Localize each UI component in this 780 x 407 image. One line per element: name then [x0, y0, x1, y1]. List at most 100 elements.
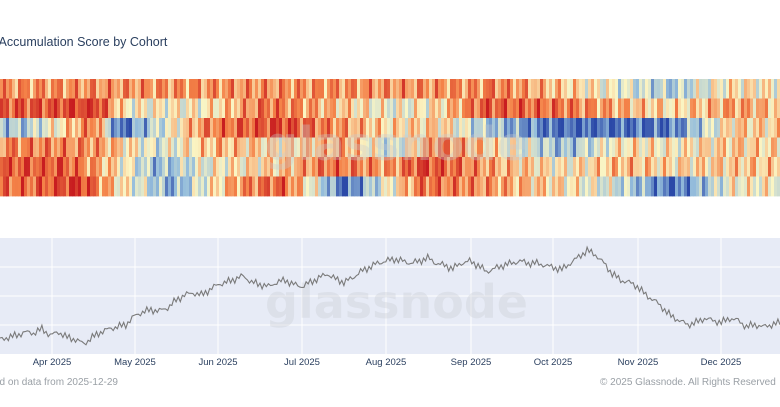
heatmap-cell	[717, 157, 721, 177]
heatmap-cell	[300, 176, 304, 197]
heatmap-cell	[324, 79, 328, 99]
heatmap-cell	[486, 176, 490, 197]
heatmap-cell	[567, 79, 571, 99]
heatmap-cell	[600, 157, 604, 177]
heatmap-cell	[255, 157, 259, 177]
heatmap-cell	[111, 157, 115, 177]
heatmap-cell	[732, 176, 736, 197]
heatmap-cell	[579, 98, 583, 119]
heatmap-cell	[312, 176, 316, 197]
heatmap-cell	[30, 98, 34, 119]
heatmap-cell	[666, 137, 670, 158]
heatmap-cell	[705, 79, 709, 99]
heatmap-cell	[405, 118, 409, 138]
heatmap-cell	[630, 98, 634, 119]
heatmap-cell	[186, 176, 190, 197]
heatmap-cell	[105, 137, 109, 158]
heatmap-cell	[444, 118, 448, 138]
heatmap-cell	[492, 98, 496, 119]
heatmap-cell	[387, 98, 391, 119]
heatmap-cell	[177, 176, 181, 197]
heatmap-cell	[63, 118, 67, 138]
heatmap-cell	[531, 137, 535, 158]
heatmap-cell	[204, 98, 208, 119]
heatmap-cell	[216, 118, 220, 138]
heatmap-cell	[459, 137, 463, 158]
heatmap-cell	[6, 98, 10, 119]
heatmap-cell	[645, 79, 649, 99]
heatmap-cell	[636, 176, 640, 197]
heatmap-cell	[174, 176, 178, 197]
heatmap-cell	[723, 157, 727, 177]
heatmap-cell	[756, 137, 760, 158]
heatmap-cell	[315, 98, 319, 119]
heatmap-cell	[738, 118, 742, 138]
x-tick-label: Nov 2025	[618, 357, 659, 368]
heatmap-cell	[426, 98, 430, 119]
heatmap-cell	[423, 79, 427, 99]
heatmap-cell	[642, 157, 646, 177]
heatmap-cell	[3, 118, 7, 138]
heatmap-cell	[309, 176, 313, 197]
heatmap-cell	[420, 79, 424, 99]
heatmap-cell	[324, 98, 328, 119]
heatmap-cell	[597, 157, 601, 177]
heatmap-cell	[585, 157, 589, 177]
heatmap-cell	[534, 176, 538, 197]
heatmap-cell	[594, 118, 598, 138]
heatmap-cell	[276, 79, 280, 99]
heatmap-cell	[342, 157, 346, 177]
heatmap-cell	[288, 137, 292, 158]
heatmap-cell	[210, 79, 214, 99]
heatmap-cell	[327, 157, 331, 177]
heatmap-cell	[336, 79, 340, 99]
heatmap-cell	[714, 157, 718, 177]
heatmap-cell	[225, 98, 229, 119]
heatmap-cell	[612, 176, 616, 197]
heatmap-cell	[648, 176, 652, 197]
heatmap-cell	[765, 137, 769, 158]
heatmap-cell	[378, 79, 382, 99]
heatmap-cell	[216, 98, 220, 119]
heatmap-cell	[225, 118, 229, 138]
heatmap-cell	[57, 137, 61, 158]
heatmap-cell	[39, 98, 43, 119]
heatmap-cell	[213, 137, 217, 158]
heatmap-cell	[234, 157, 238, 177]
heatmap-cell	[381, 157, 385, 177]
heatmap-cell	[174, 157, 178, 177]
heatmap-cell	[210, 118, 214, 138]
heatmap-cell	[156, 79, 160, 99]
heatmap-cell	[729, 157, 733, 177]
heatmap-cell	[225, 79, 229, 99]
heatmap-cell	[408, 157, 412, 177]
heatmap-cell	[699, 98, 703, 119]
heatmap-cell	[513, 157, 517, 177]
heatmap-cell	[507, 157, 511, 177]
heatmap-cell	[438, 137, 442, 158]
heatmap-cell	[246, 118, 250, 138]
heatmap-cell	[237, 118, 241, 138]
heatmap-cell	[420, 157, 424, 177]
heatmap-cell	[684, 137, 688, 158]
heatmap-cell	[732, 137, 736, 158]
heatmap-cell	[261, 176, 265, 197]
heatmap-cell	[723, 176, 727, 197]
heatmap-cell	[342, 98, 346, 119]
heatmap-cell	[237, 137, 241, 158]
heatmap-cell	[102, 176, 106, 197]
heatmap-cell	[633, 98, 637, 119]
heatmap-cell	[312, 79, 316, 99]
heatmap-cell	[510, 79, 514, 99]
heatmap-cell	[441, 98, 445, 119]
heatmap-cell	[21, 157, 25, 177]
heatmap-cell	[345, 118, 349, 138]
heatmap-cell	[483, 137, 487, 158]
heatmap-cell	[504, 79, 508, 99]
heatmap-cell	[564, 79, 568, 99]
heatmap-cell	[372, 137, 376, 158]
heatmap-cell	[189, 98, 193, 119]
heatmap-cell	[429, 98, 433, 119]
heatmap-cell	[405, 137, 409, 158]
heatmap-cell	[420, 118, 424, 138]
